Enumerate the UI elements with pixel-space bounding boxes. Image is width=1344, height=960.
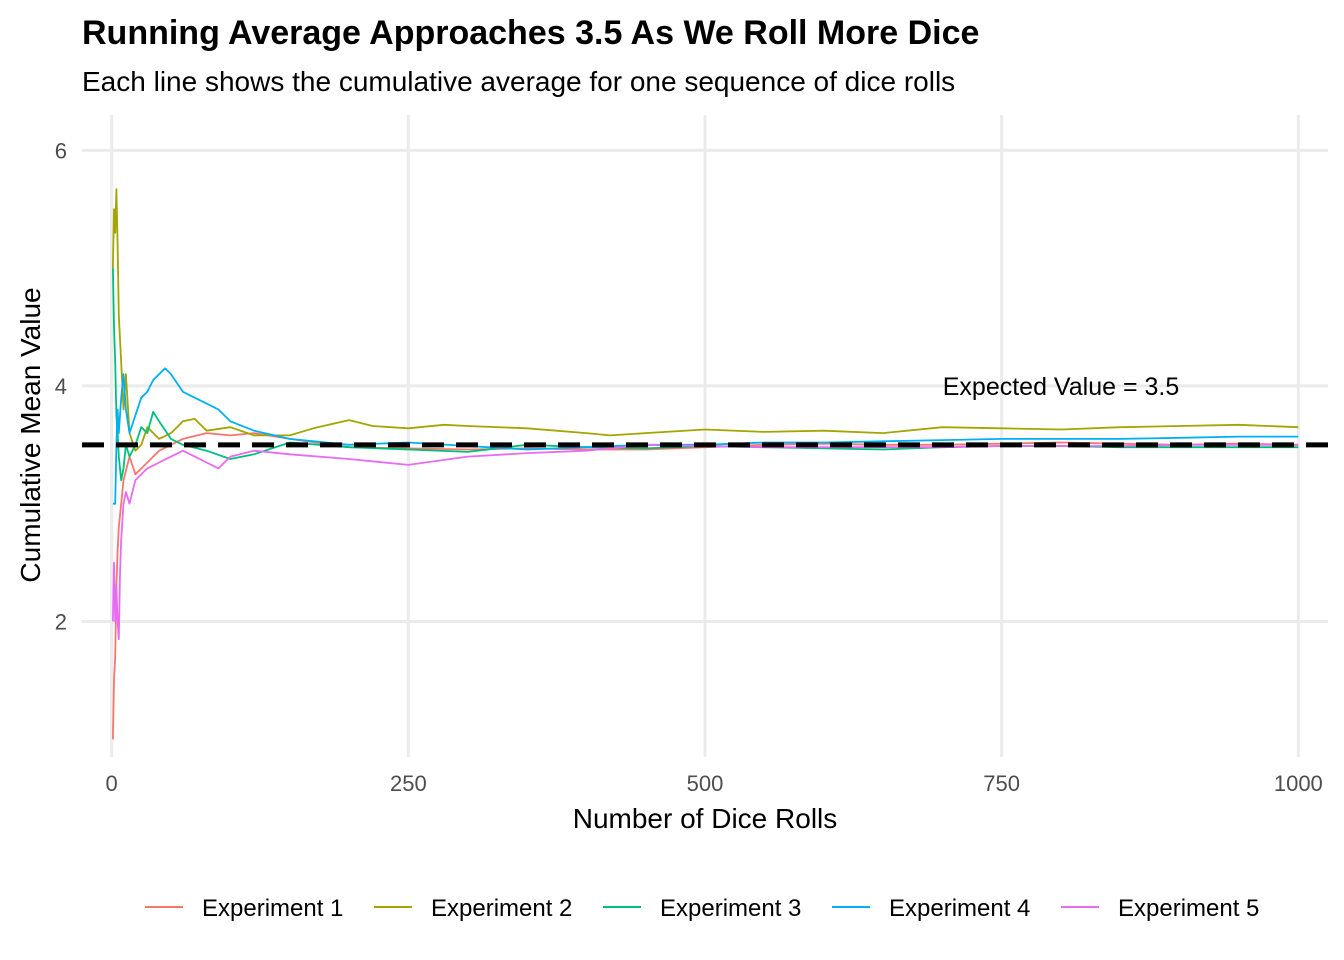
legend: Experiment 1 Experiment 2 Experiment 3 Expe… xyxy=(145,895,1259,922)
x-axis-ticks: 0 250 500 750 1000 xyxy=(106,771,1323,796)
plot-area xyxy=(82,115,1328,757)
gridlines xyxy=(82,115,1328,757)
legend-label-experiment-5: Experiment 5 xyxy=(1118,895,1259,922)
y-axis-ticks: 2 4 6 xyxy=(55,138,67,634)
y-tick-label: 6 xyxy=(55,138,67,163)
series-line-experiment-2 xyxy=(112,188,1299,452)
legend-label-experiment-3: Experiment 3 xyxy=(660,895,801,922)
x-axis-title: Number of Dice Rolls xyxy=(573,803,838,834)
x-tick-label: 250 xyxy=(390,771,427,796)
x-tick-label: 1000 xyxy=(1274,771,1323,796)
chart-subtitle: Each line shows the cumulative average f… xyxy=(82,66,955,97)
expected-value-annotation: Expected Value = 3.5 xyxy=(943,373,1180,401)
series-line-experiment-4 xyxy=(112,367,1299,505)
x-tick-label: 500 xyxy=(687,771,724,796)
x-tick-label: 750 xyxy=(983,771,1020,796)
legend-label-experiment-2: Experiment 2 xyxy=(431,895,572,922)
y-axis-title: Cumulative Mean Value xyxy=(15,287,46,582)
chart-title: Running Average Approaches 3.5 As We Rol… xyxy=(82,14,979,52)
legend-label-experiment-1: Experiment 1 xyxy=(202,895,343,922)
y-tick-label: 4 xyxy=(55,374,67,399)
x-tick-label: 0 xyxy=(106,771,118,796)
y-tick-label: 2 xyxy=(55,610,67,635)
legend-label-experiment-4: Experiment 4 xyxy=(889,895,1030,922)
